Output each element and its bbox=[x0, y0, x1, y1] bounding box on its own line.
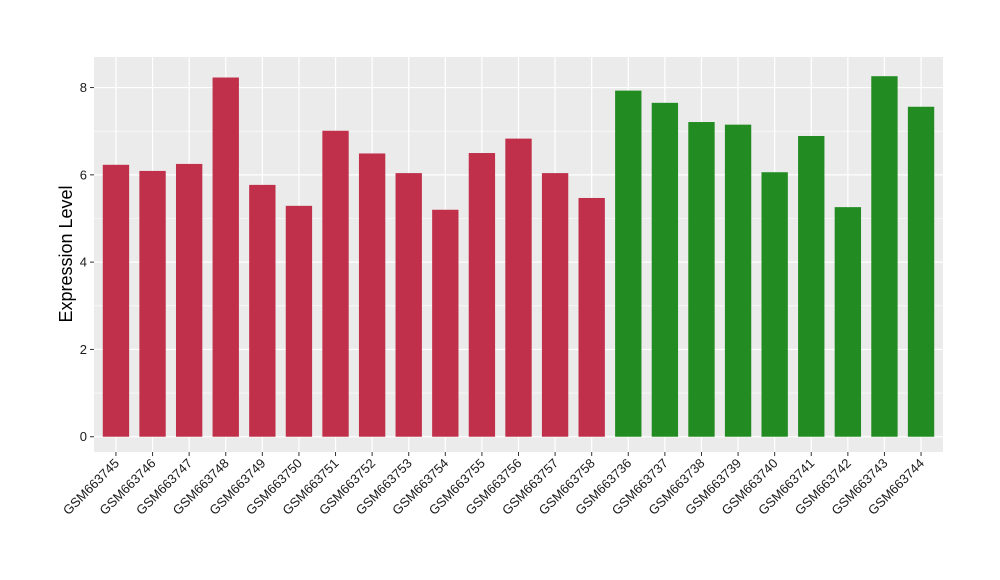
y-tick-label: 8 bbox=[80, 80, 87, 95]
bar-gsm663749 bbox=[249, 184, 276, 437]
y-tick-label: 2 bbox=[80, 342, 87, 357]
bar-gsm663737 bbox=[651, 102, 679, 437]
bar-gsm663736 bbox=[615, 90, 642, 437]
bar-gsm663751 bbox=[322, 130, 349, 437]
x-axis: GSM663745GSM663746GSM663747GSM663748GSM6… bbox=[60, 452, 927, 518]
bar-gsm663744 bbox=[907, 106, 935, 437]
bar-gsm663752 bbox=[358, 153, 386, 437]
y-tick-label: 4 bbox=[80, 255, 87, 270]
bar-gsm663747 bbox=[175, 163, 203, 437]
bar-gsm663755 bbox=[468, 153, 496, 437]
bar-gsm663757 bbox=[541, 173, 569, 437]
bar-gsm663758 bbox=[578, 197, 605, 437]
bar-gsm663738 bbox=[688, 122, 715, 437]
bar-gsm663742 bbox=[834, 207, 862, 437]
y-axis: 0 2 4 6 8 bbox=[80, 80, 94, 444]
bars bbox=[102, 76, 935, 437]
bar-gsm663743 bbox=[871, 76, 898, 437]
bar-gsm663753 bbox=[395, 173, 422, 437]
bar-gsm663739 bbox=[724, 124, 752, 437]
bar-gsm663750 bbox=[285, 205, 313, 437]
y-tick-label: 6 bbox=[80, 167, 87, 182]
bar-gsm663741 bbox=[798, 136, 825, 437]
bar-gsm663740 bbox=[761, 172, 788, 437]
y-tick-label: 0 bbox=[80, 429, 87, 444]
y-axis-title: Expression Level bbox=[56, 185, 76, 322]
bar-gsm663754 bbox=[432, 209, 459, 437]
bar-gsm663748 bbox=[212, 77, 239, 437]
bar-gsm663745 bbox=[102, 164, 130, 437]
bar-gsm663746 bbox=[139, 170, 166, 437]
bar-gsm663756 bbox=[505, 138, 532, 437]
